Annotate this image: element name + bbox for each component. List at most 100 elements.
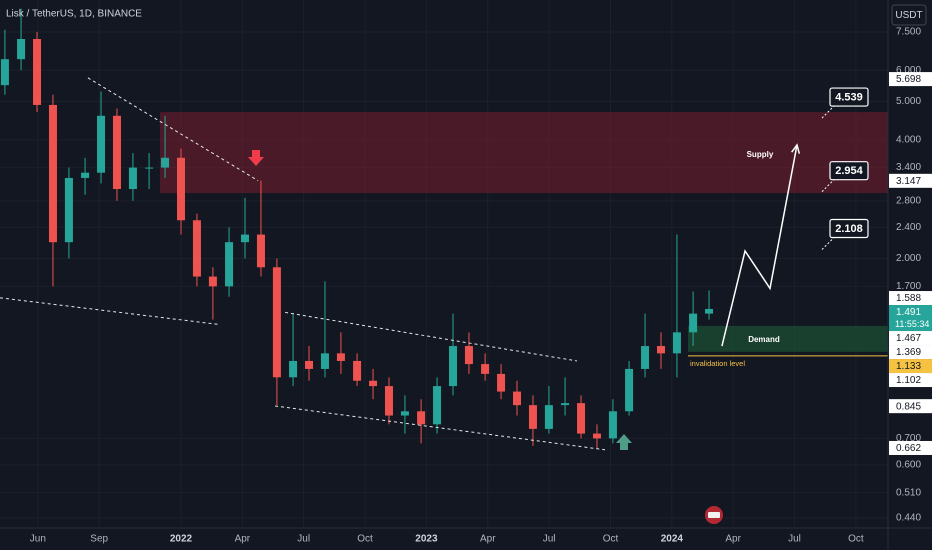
price-label: 1.133	[889, 359, 932, 374]
price-label-box	[889, 305, 932, 332]
candle-body	[17, 38, 26, 60]
x-tick-label: Oct	[848, 534, 864, 545]
candle-body	[208, 276, 217, 287]
candle-body	[161, 157, 170, 168]
unit-label: USDT	[895, 10, 922, 21]
target-label: 2.954	[835, 165, 863, 177]
x-tick-label: Jul	[543, 534, 556, 545]
candle-body	[544, 405, 553, 429]
candle-body	[400, 411, 409, 416]
candle-body	[33, 38, 42, 105]
candle-body	[528, 405, 537, 429]
y-tick-label: 0.510	[896, 487, 921, 498]
x-tick-label: Jul	[788, 534, 801, 545]
candle-body	[608, 411, 617, 439]
candle-body	[64, 177, 73, 243]
candle-body	[192, 220, 201, 277]
price-label-text: 1.102	[896, 375, 921, 386]
price-label: 3.147	[889, 173, 932, 188]
candle-body	[384, 386, 393, 416]
y-tick-label: 0.700	[896, 433, 921, 444]
candle-body	[481, 364, 490, 374]
logo-icon-inner	[708, 512, 720, 518]
x-tick-label: Sep	[90, 534, 108, 545]
x-tick-label: Jun	[30, 534, 46, 545]
price-label-box	[889, 331, 932, 346]
y-tick-label: 0.440	[896, 513, 921, 524]
candle-body	[448, 346, 457, 387]
candle-body	[176, 157, 185, 221]
trendline	[275, 405, 606, 451]
price-label-text: 0.845	[896, 401, 921, 412]
candle-body	[625, 368, 634, 412]
price-label-text: 1.491	[896, 307, 921, 318]
price-label-text: 1.133	[896, 361, 921, 372]
trendline	[285, 311, 578, 362]
target-label: 2.108	[835, 223, 863, 235]
x-tick-label: 2023	[415, 534, 438, 545]
candle-body	[241, 234, 250, 243]
price-label: 1.467	[889, 331, 932, 346]
price-label-box	[889, 72, 932, 87]
price-label: 5.698	[889, 72, 932, 87]
candle-body	[305, 360, 314, 369]
y-tick-label: 1.700	[896, 281, 921, 292]
price-label-text: 1.467	[896, 333, 921, 344]
price-label-text: 1.588	[896, 293, 921, 304]
candle-body	[128, 167, 137, 190]
price-label-box	[889, 373, 932, 388]
drawings: 4.539 2.954 2.108	[0, 77, 869, 451]
y-tick-label: 2.400	[896, 222, 921, 233]
y-tick-label: 0.600	[896, 459, 921, 470]
candle-body	[97, 115, 106, 173]
target-pointer	[821, 179, 835, 193]
unit-box[interactable]	[891, 4, 927, 26]
y-tick-label: 2.000	[896, 253, 921, 264]
price-label: 1.588	[889, 291, 932, 306]
zones: Supply Demand invalidation level	[159, 112, 888, 368]
candles	[0, 8, 714, 449]
x-tick-label: Apr	[480, 534, 496, 545]
price-label-text: 5.698	[896, 74, 921, 85]
target-box	[829, 87, 869, 107]
price-label-box	[889, 399, 932, 414]
price-label-box	[889, 359, 932, 374]
candle-body	[81, 172, 90, 178]
price-label: 0.662	[889, 440, 932, 455]
price-label-text: 0.662	[896, 443, 921, 454]
chart-title: Lisk / TetherUS, 1D, BINANCE	[6, 9, 142, 20]
up-arrow-icon	[616, 434, 632, 450]
candle-body	[433, 386, 442, 425]
grid	[0, 0, 888, 528]
projection-path	[721, 144, 798, 347]
price-label-text: 3.147	[896, 176, 921, 187]
candle-body	[497, 373, 506, 392]
price-label-box	[889, 291, 932, 306]
candle-body	[464, 346, 473, 365]
x-tick-label: Apr	[725, 534, 741, 545]
target-pointer	[821, 237, 835, 250]
target-pointer	[821, 105, 835, 119]
target-box	[829, 218, 869, 239]
candle-body	[656, 346, 665, 354]
candle-body	[112, 115, 121, 190]
y-tick-label: 5.000	[896, 96, 921, 107]
candle-body	[369, 380, 378, 387]
price-label: 1.369	[889, 345, 932, 360]
candle-body	[256, 234, 265, 268]
x-tick-label: Jul	[297, 534, 310, 545]
invalidation-label: invalidation level	[690, 359, 745, 368]
candle-body	[672, 332, 681, 354]
candle-body	[289, 360, 298, 378]
zone-label: Supply	[747, 150, 774, 159]
candle-body	[561, 403, 570, 406]
candle-body	[641, 346, 650, 369]
y-tick-label: 2.800	[896, 195, 921, 206]
x-tick-label: 2024	[661, 534, 684, 545]
x-tick-label: Apr	[235, 534, 251, 545]
price-label: 1.102	[889, 373, 932, 388]
